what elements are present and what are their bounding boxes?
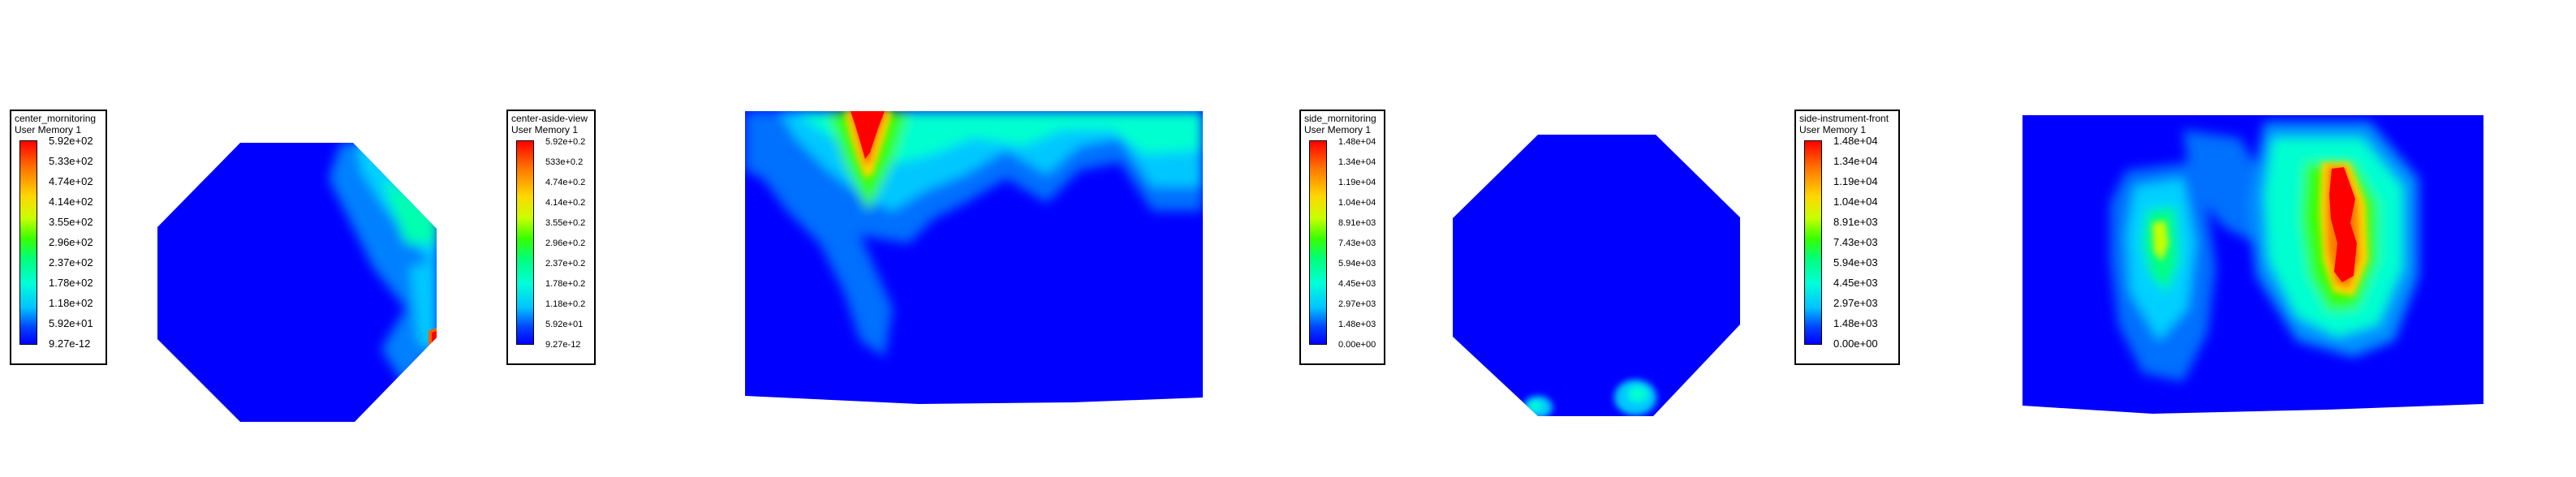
scale-label: 7.43e+03 — [1833, 236, 1878, 248]
scale-label: 1.34e+04 — [1833, 155, 1878, 167]
scale-label: 0.00e+00 — [1833, 337, 1878, 350]
scale-label: 1.18e+02 — [49, 297, 93, 309]
scale-label: 4.14e+0.2 — [545, 198, 586, 208]
scale-label: 9.27e-12 — [49, 337, 91, 350]
scale-label: 4.14e+02 — [49, 196, 93, 208]
scale-label: 2.97e+03 — [1338, 299, 1376, 309]
scale-label: 5.92e+01 — [49, 317, 93, 329]
scale-label: 4.45e+03 — [1833, 277, 1878, 289]
scale-label: 2.37e+02 — [49, 256, 93, 269]
scale-label: 1.48e+04 — [1833, 135, 1878, 147]
scale-label: 2.96e+0.2 — [545, 238, 586, 248]
domain-octagon — [1453, 135, 1740, 416]
scale-label: 3.55e+0.2 — [545, 218, 586, 228]
scale-label: 0.00e+00 — [1338, 340, 1376, 350]
legend-title: side_mornitoring User Memory 1 — [1304, 113, 1376, 135]
scale-label: 1.18e+0.2 — [545, 299, 586, 309]
scale-label: 1.04e+04 — [1338, 198, 1376, 208]
scale-label: 4.45e+03 — [1338, 279, 1376, 289]
scale-label: 1.48e+03 — [1833, 317, 1878, 329]
scale-label: 1.48e+04 — [1338, 137, 1376, 147]
scale-label: 5.94e+03 — [1833, 256, 1878, 269]
legend-side-instrument-front: side-instrument-front User Memory 1 1.48e… — [1794, 110, 1900, 365]
scale-label: 1.04e+04 — [1833, 196, 1878, 208]
scale-label: 2.37e+0.2 — [545, 259, 586, 269]
scale-label: 5.92e+01 — [545, 320, 584, 329]
contour-plot-center-aside-view — [745, 111, 1203, 404]
color-scale-bar — [1309, 140, 1327, 345]
scale-label: 2.97e+03 — [1833, 297, 1878, 309]
scale-label: 5.33e+02 — [49, 155, 93, 167]
contour-plot-side-instrument-front — [2022, 115, 2483, 414]
legend-title: center_mornitoring User Memory 1 — [15, 113, 97, 135]
scale-label: 1.78e+0.2 — [545, 279, 586, 289]
legend-title: side-instrument-front User Memory 1 — [1799, 113, 1889, 135]
scale-label: 1.19e+04 — [1338, 178, 1376, 187]
scale-label: 7.43e+03 — [1338, 238, 1376, 248]
scale-label: 5.92e+0.2 — [545, 137, 586, 147]
scale-label: 9.27e-12 — [545, 340, 581, 350]
legend-center-mornitoring: center_mornitoring User Memory 1 5.92e+02… — [10, 110, 107, 365]
contour-plot-center-mornitoring — [157, 143, 437, 422]
scale-label: 4.74e+02 — [49, 175, 93, 187]
scale-label: 5.92e+02 — [49, 135, 93, 147]
scale-label: 5.94e+03 — [1338, 259, 1376, 269]
legend-side-mornitoring: side_mornitoring User Memory 1 1.48e+04 1… — [1299, 110, 1385, 365]
color-scale-bar — [19, 140, 37, 345]
scale-label: 8.91e+03 — [1833, 216, 1878, 228]
contour-plot-side-mornitoring — [1453, 135, 1740, 416]
scale-label: 1.19e+04 — [1833, 175, 1878, 187]
scale-label: 3.55e+02 — [49, 216, 93, 228]
color-scale-bar — [516, 140, 534, 345]
scale-label: 1.78e+02 — [49, 277, 93, 289]
color-scale-bar — [1804, 140, 1822, 345]
legend-title: center-aside-view User Memory 1 — [511, 113, 588, 135]
legend-center-aside-view: center-aside-view User Memory 1 5.92e+0.2… — [506, 110, 596, 365]
scale-label: 533e+0.2 — [545, 157, 584, 167]
scale-label: 8.91e+03 — [1338, 218, 1376, 228]
scale-label: 2.96e+02 — [49, 236, 93, 248]
scale-label: 4.74e+0.2 — [545, 178, 586, 187]
scale-label: 1.48e+03 — [1338, 320, 1376, 329]
scale-label: 1.34e+04 — [1338, 157, 1376, 167]
